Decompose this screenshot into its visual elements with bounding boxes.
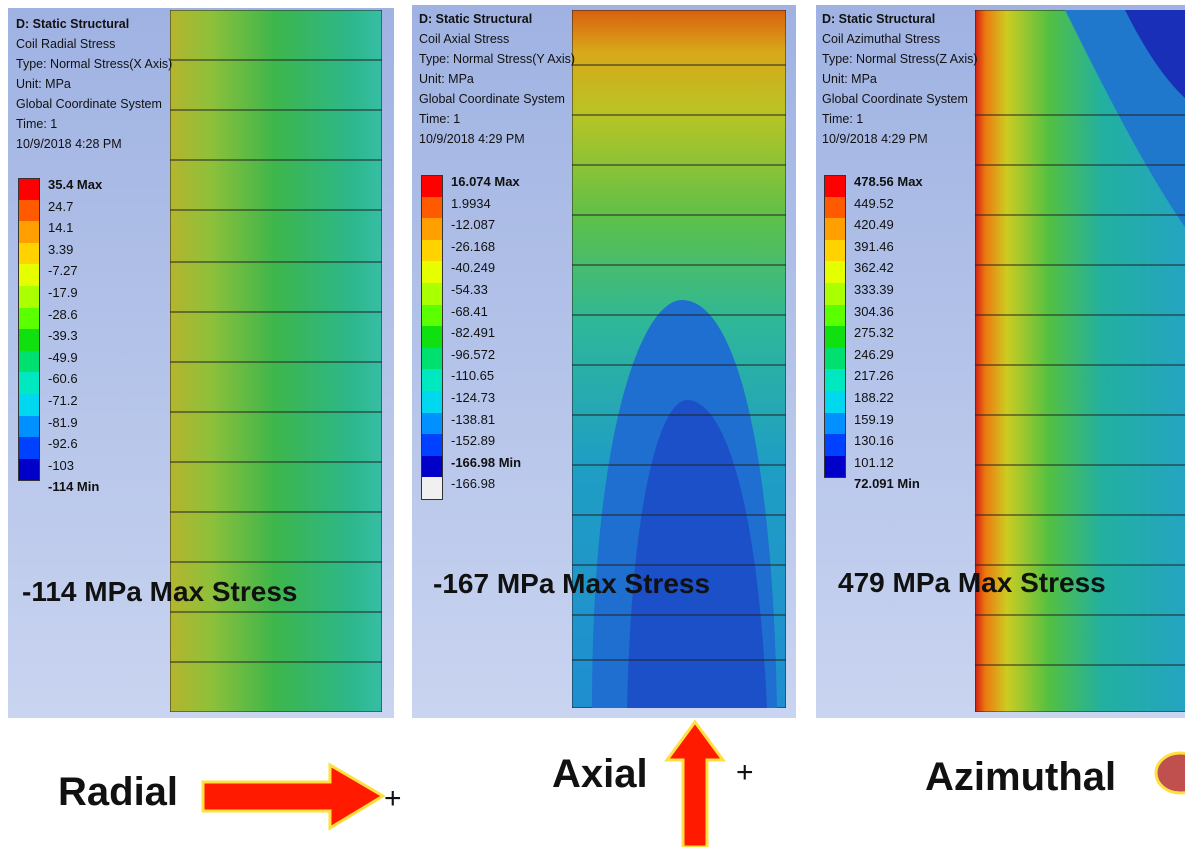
direction-label: Azimuthal <box>925 755 1116 800</box>
direction-label: Axial <box>552 752 648 797</box>
azimuthal-marker <box>1156 753 1185 793</box>
axial-arrow <box>667 722 723 847</box>
page: D: Static StructuralCoil Radial StressTy… <box>0 0 1185 847</box>
direction-label: Radial <box>58 770 178 815</box>
arrows <box>0 0 1185 847</box>
direction-sign: + <box>736 756 754 790</box>
direction-sign: + <box>384 782 402 816</box>
radial-arrow <box>203 765 383 828</box>
